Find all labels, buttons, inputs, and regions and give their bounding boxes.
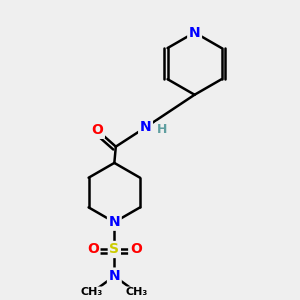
- Text: S: S: [109, 242, 119, 256]
- Text: N: N: [109, 269, 120, 283]
- Text: CH₃: CH₃: [81, 287, 103, 297]
- Text: N: N: [189, 26, 200, 40]
- Text: O: O: [92, 123, 103, 137]
- Text: O: O: [87, 242, 99, 256]
- Text: N: N: [109, 215, 120, 229]
- Text: N: N: [140, 120, 152, 134]
- Text: O: O: [130, 242, 142, 256]
- Text: H: H: [157, 123, 167, 136]
- Text: CH₃: CH₃: [125, 287, 148, 297]
